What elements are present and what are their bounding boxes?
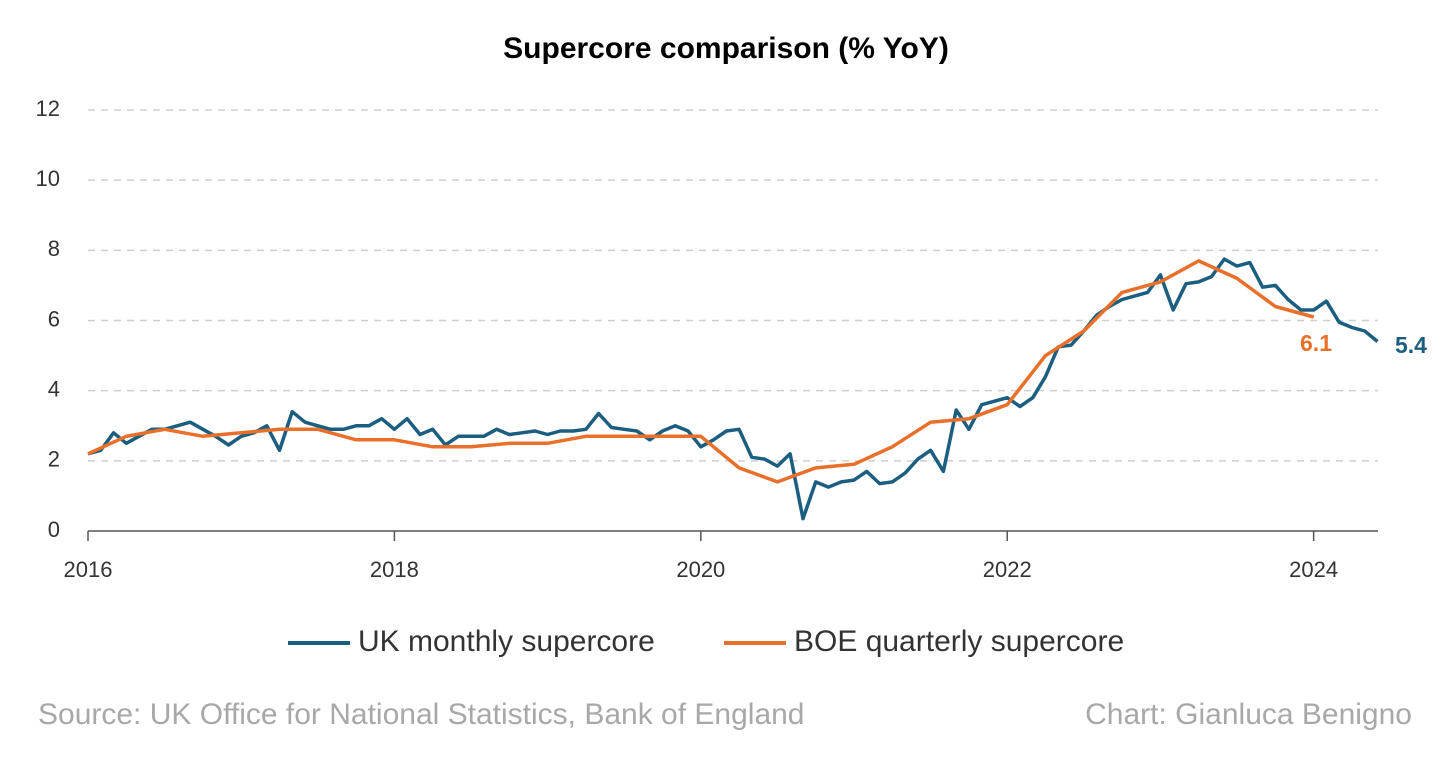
chart-title: Supercore comparison (% YoY) (503, 32, 949, 65)
data-label: 6.1 (1300, 330, 1332, 356)
x-tick-label: 2020 (676, 557, 725, 582)
x-tick-label: 2024 (1289, 557, 1338, 582)
x-tick-label: 2016 (64, 557, 113, 582)
y-tick-label: 8 (48, 236, 60, 261)
line-series (87, 257, 1379, 521)
y-tick-label: 4 (48, 376, 60, 401)
x-tick-label: 2022 (983, 557, 1032, 582)
y-tick-label: 10 (36, 166, 60, 191)
legend-label: BOE quarterly supercore (794, 625, 1124, 658)
source-note: Source: UK Office for National Statistic… (38, 698, 805, 731)
data-label: 5.4 (1395, 332, 1427, 358)
x-tick-label: 2018 (370, 557, 419, 582)
legend-label: UK monthly supercore (358, 625, 655, 658)
y-tick-label: 12 (36, 96, 60, 121)
y-tick-label: 6 (48, 306, 60, 331)
credit-note: Chart: Gianluca Benigno (1085, 698, 1412, 731)
y-tick-label: 0 (48, 517, 60, 542)
y-tick-label: 2 (48, 447, 60, 472)
line-series (87, 259, 1315, 484)
